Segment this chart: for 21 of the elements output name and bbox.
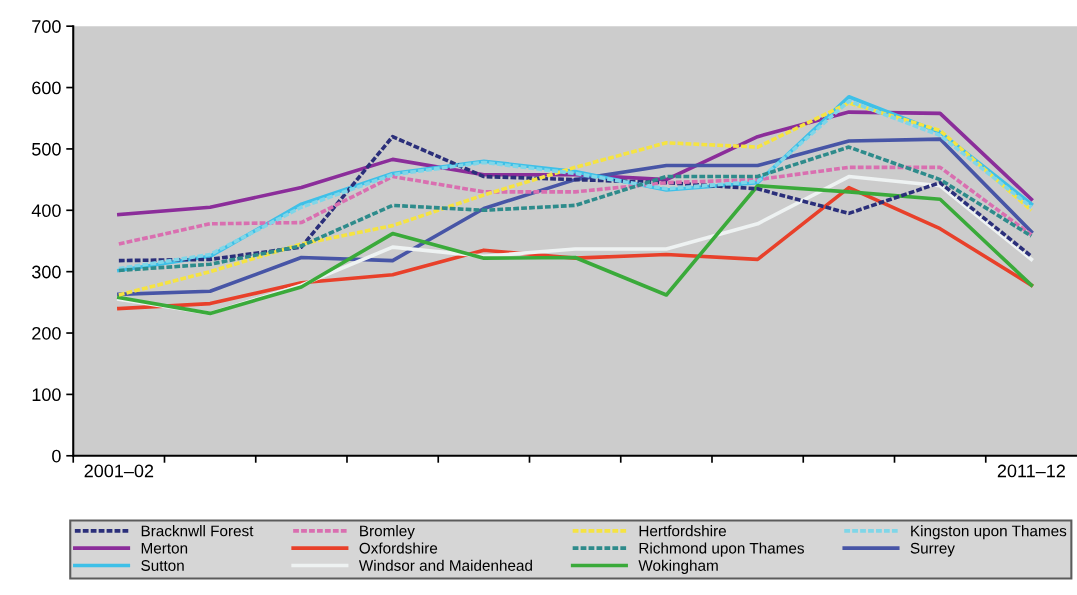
- x-tick-label: 2011–12: [997, 464, 1065, 478]
- legend-label: Merton: [141, 542, 188, 554]
- legend-label: Sutton: [141, 560, 184, 571]
- legend-label: Windsor and Maidenhead: [358, 559, 532, 571]
- legend-label: Bromley: [360, 525, 415, 540]
- y-tick-label: 200: [32, 326, 61, 340]
- x-tick-label: 2001–02: [84, 464, 154, 478]
- legend-label: Wokingham: [638, 559, 718, 574]
- y-tick-label: 500: [32, 142, 61, 156]
- legend-label: Surrey: [910, 542, 955, 557]
- legend-label: Kingston upon Thames: [911, 525, 1067, 540]
- y-tick-label: 600: [32, 81, 61, 95]
- legend-label: Hertfordshire: [639, 525, 726, 537]
- y-tick-label: 0: [52, 449, 61, 463]
- legend-label: Bracknwll Forest: [141, 525, 254, 537]
- y-tick-label: 400: [31, 204, 61, 218]
- y-tick-label: 100: [32, 388, 61, 402]
- legend-label: Oxfordshire: [359, 542, 438, 554]
- y-tick-label: 300: [32, 265, 61, 279]
- legend-label: Richmond upon Thames: [639, 542, 804, 557]
- y-tick-label: 700: [32, 20, 61, 33]
